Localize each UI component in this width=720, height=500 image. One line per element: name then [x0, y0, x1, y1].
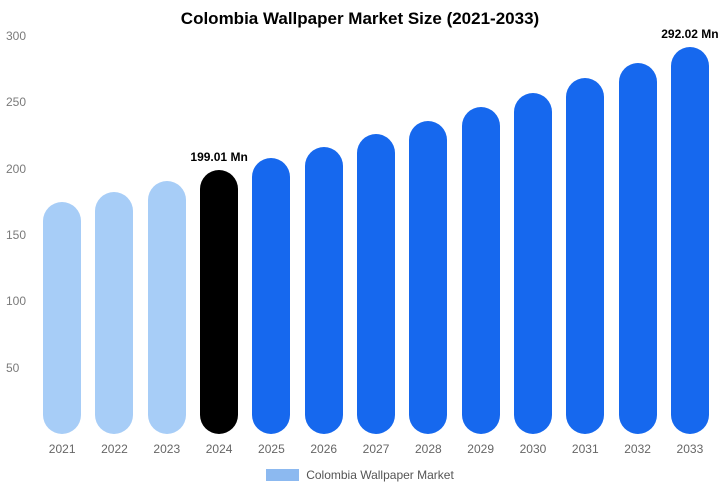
x-axis-label: 2023	[153, 442, 181, 456]
bar-2030	[513, 93, 552, 434]
x-axis-label: 2021	[48, 442, 76, 456]
x-axis-label: 2027	[362, 442, 390, 456]
bar-2021	[43, 201, 82, 434]
data-label: 199.01 Mn	[190, 149, 248, 164]
y-tick-label: 150	[6, 228, 27, 242]
y-tick-label: 250	[6, 95, 27, 110]
x-axis-label: 2022	[101, 442, 128, 456]
y-tick-label: 300	[6, 29, 27, 43]
x-axis-label: 2025	[258, 442, 285, 456]
x-axis-label: 2033	[676, 442, 704, 456]
x-axis-label: 2024	[205, 442, 233, 456]
x-axis-label: 2031	[571, 442, 599, 456]
bar-column	[141, 36, 193, 434]
legend: Colombia Wallpaper Market	[0, 456, 720, 482]
x-axis-label: 2030	[519, 442, 547, 456]
x-axis-label: 2032	[624, 442, 651, 456]
bar-2023	[147, 181, 186, 434]
plot-area: 50 100 150 200 250 300 199.01 Mn 292.02 Mn	[0, 27, 719, 434]
x-axis-label: 2029	[467, 442, 494, 456]
bars: 199.01 Mn 292.02 Mn	[36, 27, 719, 434]
bar-column	[507, 36, 559, 434]
bar-2024: 199.01 Mn	[190, 150, 248, 434]
bar-column	[88, 36, 140, 434]
data-label: 292.02 Mn	[661, 26, 719, 41]
bar-column	[36, 36, 88, 434]
bar-column	[611, 36, 663, 434]
bar-2028	[409, 120, 448, 434]
bar-2025	[252, 158, 291, 434]
bar-2033: 292.02 Mn	[661, 27, 719, 434]
legend-swatch	[266, 469, 300, 481]
bar-column: 292.02 Mn	[661, 27, 719, 434]
bar-column	[245, 36, 297, 434]
bar-column	[455, 36, 507, 434]
bar-column	[298, 36, 350, 434]
y-tick-label: 200	[6, 161, 27, 176]
bar-column	[402, 36, 454, 434]
x-axis: 2021 2022 2023 2024 2025 2026 2027 2028 2029 2030…	[36, 434, 716, 456]
bar-2027	[357, 134, 396, 434]
x-axis-label: 2026	[310, 442, 338, 456]
bar-2022	[95, 191, 134, 434]
bar-2029	[461, 107, 500, 434]
bar-column	[350, 36, 402, 434]
bar-2031	[566, 78, 605, 434]
x-axis-label: 2028	[414, 442, 442, 456]
y-tick-label: 100	[6, 294, 27, 309]
bar-2032	[618, 62, 657, 434]
chart-title: Colombia Wallpaper Market Size (2021-203…	[180, 9, 540, 28]
y-tick-label: 50	[6, 360, 20, 375]
bar-2026	[304, 146, 343, 434]
bar-column	[559, 36, 611, 434]
legend-label: Colombia Wallpaper Market	[306, 468, 454, 482]
bar-column: 199.01 Mn	[190, 36, 248, 434]
